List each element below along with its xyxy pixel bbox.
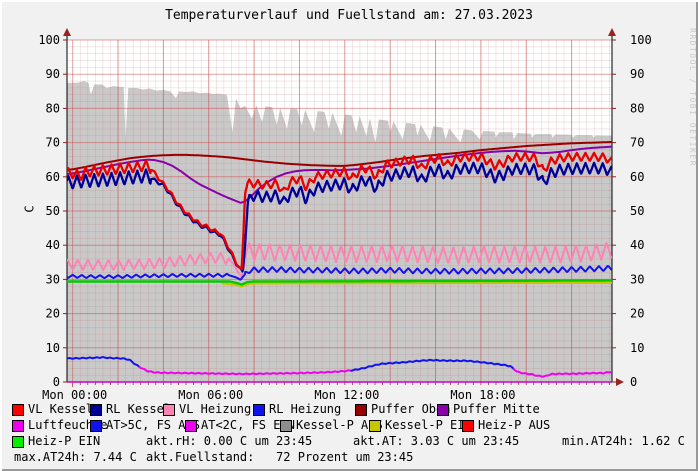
series-aussentemperatur bbox=[512, 368, 612, 378]
y-tick-label-right: 40 bbox=[630, 238, 644, 252]
series-rl_kessel bbox=[67, 161, 612, 273]
y-tick-label-left: 20 bbox=[46, 307, 60, 321]
y-tick-label-right: 100 bbox=[630, 33, 652, 47]
series-vl_kessel bbox=[67, 151, 612, 271]
x-tick-label: Mon 18:00 bbox=[450, 388, 515, 402]
y-tick-label-right: 20 bbox=[630, 307, 644, 321]
y-tick-label-right: 0 bbox=[630, 375, 637, 389]
y-tick-label-left: 70 bbox=[46, 136, 60, 150]
y-tick-label-left: 10 bbox=[46, 341, 60, 355]
axis-arrows bbox=[63, 28, 624, 386]
series-vl_heizung bbox=[67, 242, 612, 278]
series-lines bbox=[67, 140, 612, 383]
series-puffer_mitte bbox=[67, 145, 612, 204]
y-tick-label-left: 60 bbox=[46, 170, 60, 184]
y-tick-label-right: 10 bbox=[630, 341, 644, 355]
x-tick-label: Mon 12:00 bbox=[314, 388, 379, 402]
y-tick-label-right: 70 bbox=[630, 136, 644, 150]
series-aussentemperatur bbox=[350, 358, 515, 372]
rrdtool-watermark: RRDTOOL / TOBI OETIKER bbox=[688, 28, 697, 167]
y-tick-label-right: 80 bbox=[630, 101, 644, 115]
series-puffer_oben bbox=[67, 140, 612, 171]
series-rl_heizung bbox=[67, 265, 612, 281]
y-tick-label-right: 50 bbox=[630, 204, 644, 218]
y-tick-label-left: 100 bbox=[38, 33, 60, 47]
series-kessel_p_ein bbox=[221, 281, 612, 288]
chart-title: Temperaturverlauf und Fuellstand am: 27.… bbox=[165, 8, 533, 23]
x-tick-label: Mon 00:00 bbox=[42, 388, 107, 402]
tick-labels: 0 0 10 10 20 20 30 30 40 40 50 50 60 60 70 70 80 80 90 90 10… bbox=[38, 33, 651, 402]
y-tick-label-left: 80 bbox=[46, 101, 60, 115]
y-tick-label-left: 30 bbox=[46, 272, 60, 286]
y-tick-label-left: 90 bbox=[46, 67, 60, 81]
y-tick-label-left: 0 bbox=[53, 375, 60, 389]
y-tick-label-left: 40 bbox=[46, 238, 60, 252]
y-tick-label-left: 50 bbox=[46, 204, 60, 218]
series-aussentemperatur bbox=[67, 356, 141, 369]
x-tick-label: Mon 06:00 bbox=[178, 388, 243, 402]
series-heiz_p_ein bbox=[67, 279, 612, 286]
y-tick-label-right: 90 bbox=[630, 67, 644, 81]
y-tick-label-right: 30 bbox=[630, 272, 644, 286]
series-aussentemperatur bbox=[138, 366, 353, 376]
y-tick-label-right: 60 bbox=[630, 170, 644, 184]
